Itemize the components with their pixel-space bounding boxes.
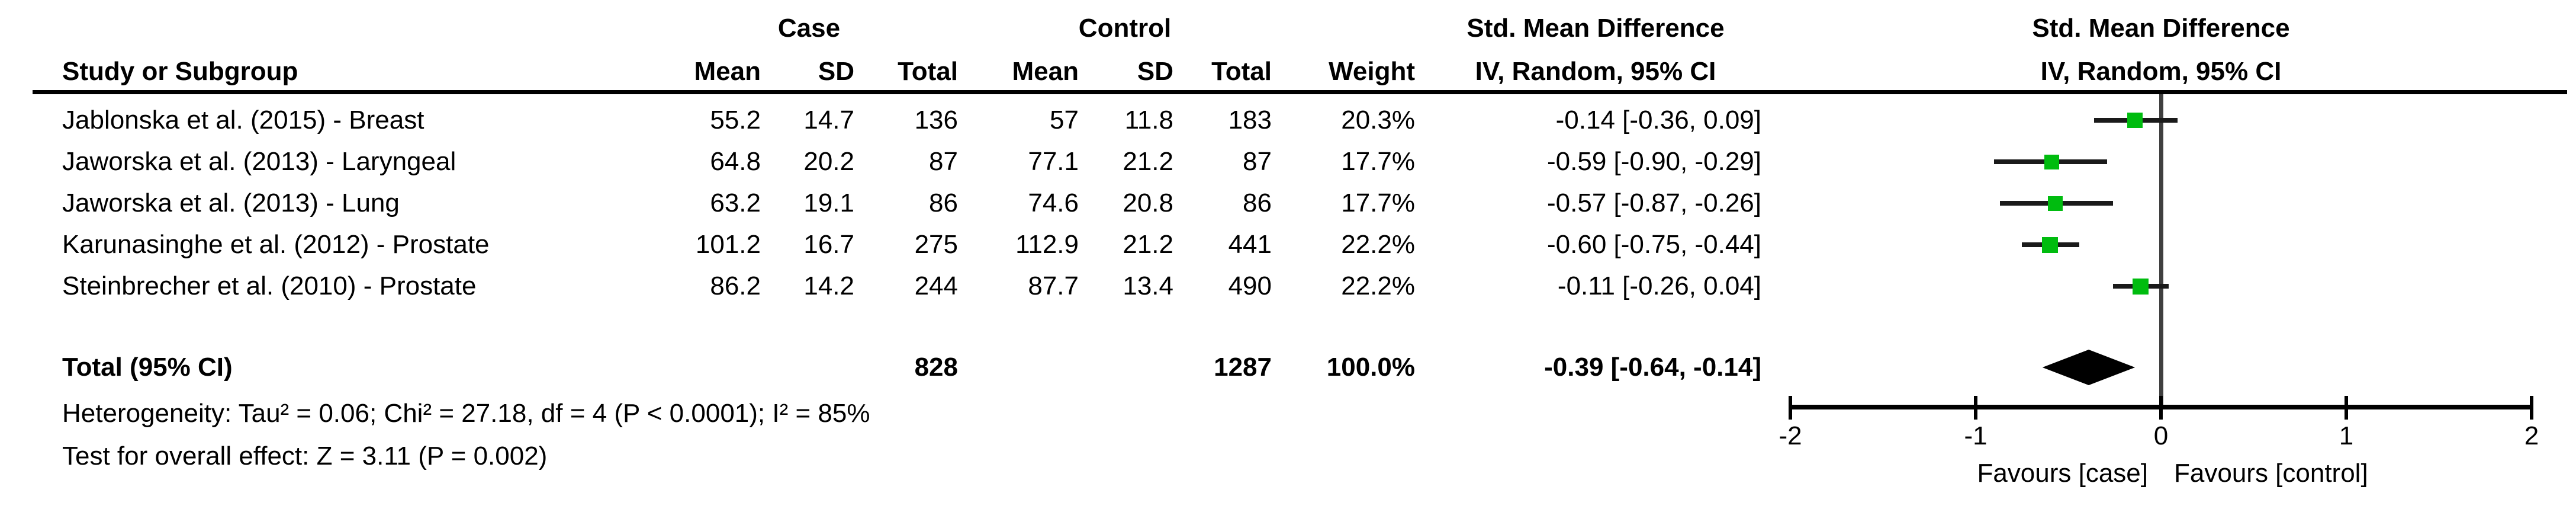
study-cell-control_total: 183 [1228,105,1272,135]
study-cell-case_mean: 101.2 [695,230,761,259]
favours-left-label: Favours [case] [1977,459,2148,488]
study-point-marker [2044,154,2059,169]
column-header-control-mean: Mean [1012,57,1079,86]
column-header-study: Study or Subgroup [62,57,298,86]
smd-column-title: Std. Mean Difference [1467,14,1725,43]
study-cell-name: Jaworska et al. (2013) - Laryngeal [62,147,456,176]
study-cell-control_total: 86 [1243,188,1272,217]
study-cell-name: Karunasinghe et al. (2012) - Prostate [62,230,490,259]
header-rule [33,90,2567,94]
study-cell-control_mean: 77.1 [1028,147,1079,176]
axis-tick [1789,396,1792,420]
study-cell-case_total: 136 [914,105,958,135]
column-header-case-total: Total [898,57,958,86]
total-smd-ci: -0.39 [-0.64, -0.14] [1544,353,1761,382]
study-cell-control_mean: 74.6 [1028,188,1079,217]
study-cell-case_sd: 16.7 [803,230,854,259]
overall-effect-note: Test for overall effect: Z = 3.11 (P = 0… [62,441,548,471]
axis-tick-label: 2 [2524,421,2539,450]
axis-tick-label: 0 [2153,421,2169,450]
pooled-diamond [2042,350,2136,385]
study-cell-case_total: 87 [929,147,958,176]
study-point-marker [2048,196,2063,211]
study-cell-weight: 17.7% [1341,188,1415,217]
study-cell-control_sd: 13.4 [1123,271,1173,300]
favours-right-label: Favours [control] [2174,459,2368,488]
study-cell-control_total: 490 [1228,271,1272,300]
heterogeneity-note: Heterogeneity: Tau² = 0.06; Chi² = 27.18… [62,399,870,428]
study-cell-case_total: 275 [914,230,958,259]
study-cell-weight: 17.7% [1341,147,1415,176]
axis-tick-label: 1 [2339,421,2354,450]
column-header-case-mean: Mean [694,57,761,86]
zero-guide-line [2159,94,2163,407]
study-cell-control_mean: 87.7 [1028,271,1079,300]
total-row-label: Total (95% CI) [62,353,233,382]
study-point-marker [2133,278,2149,295]
study-cell-control_sd: 20.8 [1123,188,1173,217]
total-case-total: 828 [914,353,958,382]
study-cell-name: Jablonska et al. (2015) - Breast [62,105,424,135]
column-header-control-sd: SD [1137,57,1173,86]
study-cell-name: Jaworska et al. (2013) - Lung [62,188,400,217]
study-cell-control_sd: 21.2 [1123,147,1173,176]
study-cell-name: Steinbrecher et al. (2010) - Prostate [62,271,477,300]
plot-header-iv-random-ci: IV, Random, 95% CI [2040,57,2282,86]
study-cell-control_mean: 57 [1050,105,1079,135]
axis-tick [1974,396,1977,420]
study-cell-control_sd: 11.8 [1124,105,1173,135]
study-cell-case_total: 244 [914,271,958,300]
axis-tick [2159,396,2163,420]
study-cell-control_sd: 21.2 [1123,230,1173,259]
study-cell-control_mean: 112.9 [1015,230,1079,259]
total-weight: 100.0% [1326,353,1415,382]
study-cell-case_sd: 14.7 [803,105,854,135]
study-cell-weight: 20.3% [1341,105,1415,135]
column-header-control-total: Total [1211,57,1272,86]
study-cell-ci_text: -0.57 [-0.87, -0.26] [1547,188,1761,217]
study-cell-case_sd: 19.1 [803,188,854,217]
column-group-header-case: Case [777,14,841,43]
total-control-total: 1287 [1214,353,1272,382]
study-cell-weight: 22.2% [1341,271,1415,300]
smd-plot-title: Std. Mean Difference [2032,14,2290,43]
study-cell-control_total: 87 [1243,147,1272,176]
study-cell-control_total: 441 [1228,230,1272,259]
study-point-marker [2127,113,2143,128]
study-point-marker [2041,236,2058,253]
study-cell-case_total: 86 [929,188,958,217]
study-cell-case_sd: 14.2 [803,271,854,300]
column-header-iv-random-ci: IV, Random, 95% CI [1475,57,1716,86]
study-cell-case_mean: 86.2 [710,271,761,300]
study-cell-weight: 22.2% [1341,230,1415,259]
study-cell-case_mean: 63.2 [710,188,761,217]
study-cell-ci_text: -0.59 [-0.90, -0.29] [1547,147,1761,176]
axis-tick-label: -1 [1964,421,1988,450]
axis-tick [2345,396,2348,420]
column-group-header-control: Control [1078,14,1172,43]
study-cell-case_mean: 64.8 [710,147,761,176]
column-header-weight: Weight [1329,57,1415,86]
column-header-case-sd: SD [818,57,854,86]
axis-tick-label: -2 [1779,421,1802,450]
study-cell-case_mean: 55.2 [710,105,761,135]
study-cell-case_sd: 20.2 [803,147,854,176]
study-cell-ci_text: -0.60 [-0.75, -0.44] [1547,230,1761,259]
axis-tick [2530,396,2533,420]
study-cell-ci_text: -0.11 [-0.26, 0.04] [1557,271,1761,300]
study-cell-ci_text: -0.14 [-0.36, 0.09] [1555,105,1761,135]
